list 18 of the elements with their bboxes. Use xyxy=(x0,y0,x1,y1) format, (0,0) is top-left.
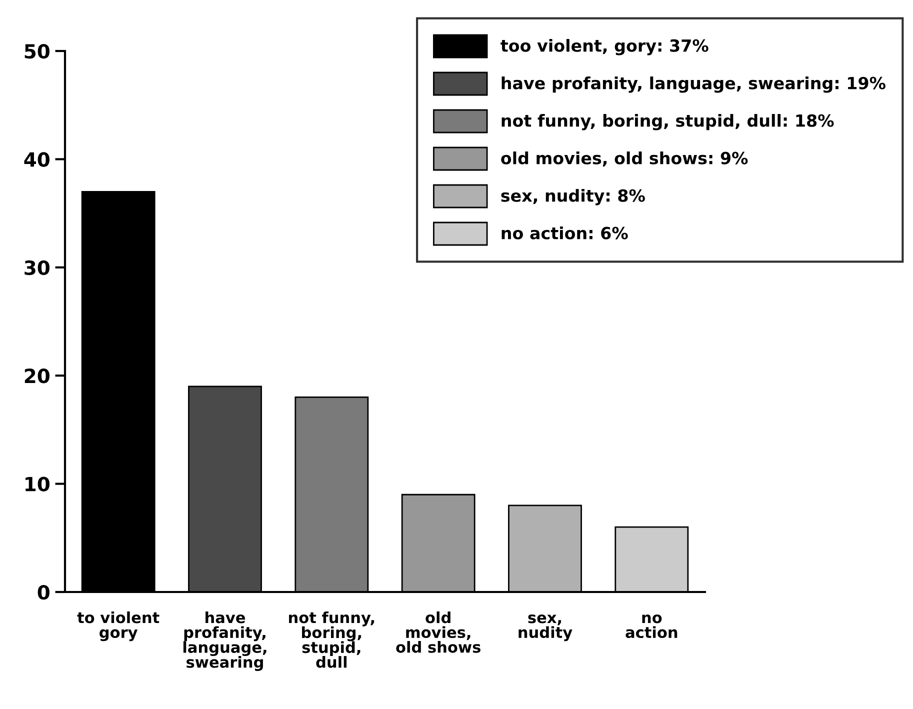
y-tick-label: 40 xyxy=(24,152,50,167)
y-tick-label: 30 xyxy=(24,260,50,276)
legend-label: too violent, gory: 37% xyxy=(500,39,708,56)
x-tick-label: sex, nudity xyxy=(518,614,572,642)
x-tick-label: have profanity, language, swearing xyxy=(183,611,266,671)
legend-label: not funny, boring, stupid, dull: 18% xyxy=(502,114,834,130)
y-tick-label: 50 xyxy=(24,44,50,59)
x-tick-label: old movies, old shows xyxy=(396,611,480,653)
y-tick-label: 20 xyxy=(24,368,50,384)
x-tick-label: no action xyxy=(626,614,678,638)
x-tick-label: not funny, boring, stupid, dull xyxy=(289,611,374,668)
legend-label: sex, nudity: 8% xyxy=(501,189,645,206)
x-tick-label: to violent gory xyxy=(77,611,160,642)
legend-label: have profanity, language, swearing: 19% xyxy=(502,76,886,93)
y-tick-label: 10 xyxy=(26,476,50,492)
y-tick-label: 0 xyxy=(38,584,50,600)
legend-label: no action: 6% xyxy=(502,226,628,240)
legend-label: old movies, old shows: 9% xyxy=(501,152,748,167)
